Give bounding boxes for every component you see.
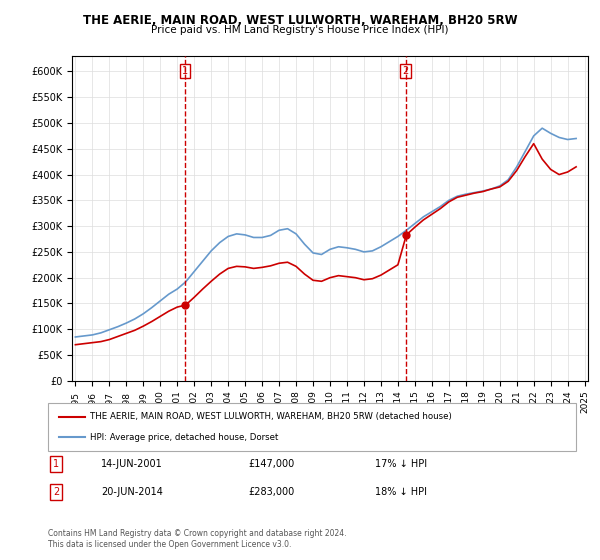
Text: THE AERIE, MAIN ROAD, WEST LULWORTH, WAREHAM, BH20 5RW (detached house): THE AERIE, MAIN ROAD, WEST LULWORTH, WAR… xyxy=(90,412,452,421)
Text: 2: 2 xyxy=(403,66,409,76)
Text: Price paid vs. HM Land Registry's House Price Index (HPI): Price paid vs. HM Land Registry's House … xyxy=(151,25,449,35)
Text: £147,000: £147,000 xyxy=(248,459,295,469)
Text: £283,000: £283,000 xyxy=(248,487,295,497)
Text: 1: 1 xyxy=(53,459,59,469)
Text: 17% ↓ HPI: 17% ↓ HPI xyxy=(376,459,427,469)
Text: 2: 2 xyxy=(53,487,59,497)
Text: 18% ↓ HPI: 18% ↓ HPI xyxy=(376,487,427,497)
Text: Contains HM Land Registry data © Crown copyright and database right 2024.
This d: Contains HM Land Registry data © Crown c… xyxy=(48,529,347,549)
FancyBboxPatch shape xyxy=(48,403,576,451)
Text: HPI: Average price, detached house, Dorset: HPI: Average price, detached house, Dors… xyxy=(90,433,278,442)
Text: 20-JUN-2014: 20-JUN-2014 xyxy=(101,487,163,497)
Text: 1: 1 xyxy=(182,66,188,76)
Text: THE AERIE, MAIN ROAD, WEST LULWORTH, WAREHAM, BH20 5RW: THE AERIE, MAIN ROAD, WEST LULWORTH, WAR… xyxy=(83,14,517,27)
Text: 14-JUN-2001: 14-JUN-2001 xyxy=(101,459,163,469)
